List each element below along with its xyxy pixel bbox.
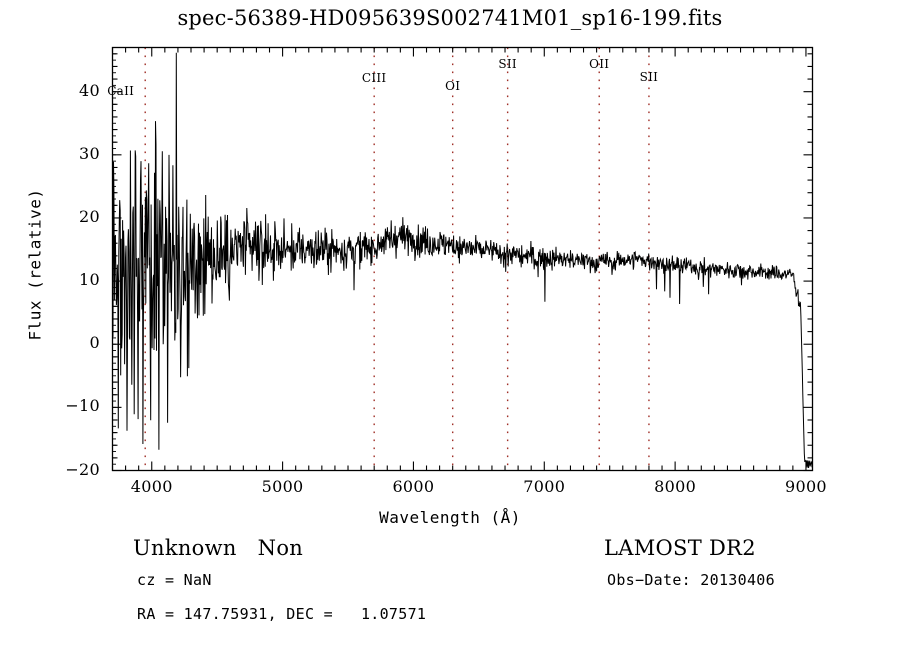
y-tick-label: 0 <box>89 333 100 353</box>
x-tick-label: 6000 <box>392 477 435 496</box>
x-tick-label: 8000 <box>654 477 697 496</box>
x-tick-label: 4000 <box>130 477 173 496</box>
redshift-label: cz = NaN <box>137 571 212 589</box>
obs-date-label: Obs−Date: 20130406 <box>607 571 775 589</box>
y-tick-label: 10 <box>79 270 100 290</box>
line-marker-label-oi: OI <box>445 78 461 93</box>
line-marker-group <box>144 47 650 471</box>
y-tick-label: 40 <box>79 80 100 100</box>
line-marker-label-caii: CaII <box>107 83 135 98</box>
spectrum-trace <box>112 52 813 469</box>
line-marker-label-sii: SII <box>639 69 659 84</box>
x-tick-label: 9000 <box>784 477 827 496</box>
object-class-label: Unknown Non <box>133 536 304 560</box>
x-tick-label: 7000 <box>523 477 566 496</box>
survey-label: LAMOST DR2 <box>604 536 756 560</box>
y-tick-label: −10 <box>65 396 100 416</box>
x-axis-title: Wavelength (Å) <box>379 508 521 527</box>
y-axis-title: Flux (relative) <box>25 188 45 341</box>
line-marker-label-ciii: CIII <box>361 71 387 86</box>
y-tick-label: 20 <box>79 206 100 226</box>
coordinates-label: RA = 147.75931, DEC = 1.07571 <box>137 605 427 623</box>
line-marker-label-oii: OII <box>589 57 610 72</box>
y-tick-label: 30 <box>79 143 100 163</box>
x-tick-label: 5000 <box>261 477 304 496</box>
page-title: spec-56389-HD095639S002741M01_sp16-199.f… <box>177 6 723 30</box>
line-marker-label-sii: SII <box>498 57 517 72</box>
y-tick-label: −20 <box>65 459 100 479</box>
